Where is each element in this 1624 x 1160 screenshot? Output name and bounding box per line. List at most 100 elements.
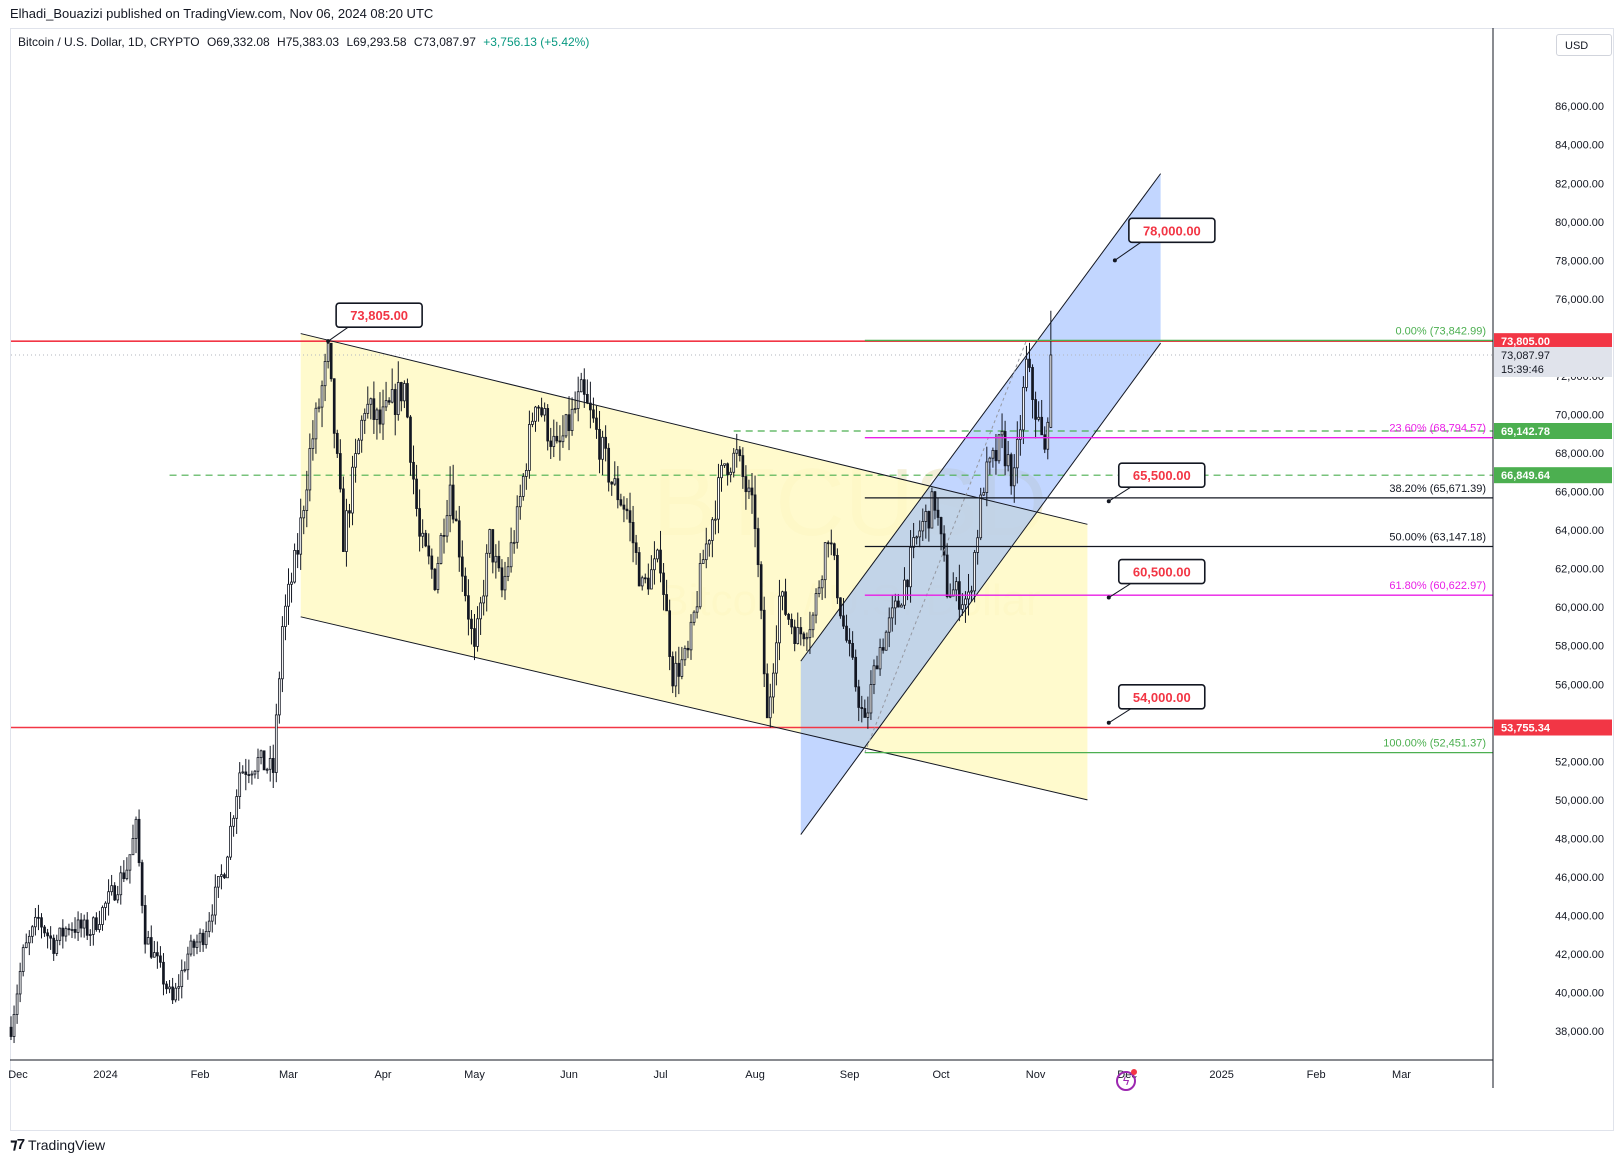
candle-body — [668, 610, 672, 657]
candle-body — [973, 552, 976, 592]
candle — [598, 410, 601, 474]
x-tick-label: Mar — [1392, 1069, 1411, 1081]
fib-level-label: 38.20% (65,671.39) — [1389, 483, 1486, 495]
candle-body — [860, 707, 864, 709]
candle — [1000, 413, 1004, 449]
annotation-box — [1117, 683, 1206, 710]
candle-body — [939, 517, 943, 535]
candle-body — [24, 942, 28, 948]
candle — [406, 378, 409, 419]
legend-symbol[interactable]: Bitcoin / U.S. Dollar, 1D, CRYPTO — [18, 35, 200, 49]
candle-body — [997, 434, 1001, 462]
candle-body — [607, 447, 611, 483]
candle-body — [900, 604, 903, 608]
candle-body — [561, 435, 565, 443]
candle-body — [284, 605, 287, 627]
candle — [348, 503, 351, 528]
candle — [116, 885, 120, 904]
candle-body — [27, 935, 31, 944]
candle — [88, 929, 92, 947]
candle — [259, 749, 263, 765]
candle-body — [762, 609, 766, 675]
candle-body — [58, 927, 62, 941]
candle-body — [945, 554, 949, 598]
candle — [143, 895, 147, 954]
candle-body — [845, 625, 848, 641]
candle — [628, 492, 632, 542]
candle — [643, 573, 647, 584]
candle-body — [796, 627, 800, 644]
candle — [442, 518, 446, 554]
candle — [698, 553, 702, 610]
y-tick-label: 44,000.00 — [1555, 910, 1604, 922]
candle-body — [698, 563, 702, 608]
tradingview-logo-icon[interactable]: ⁊7 — [10, 1136, 25, 1153]
candle-body — [430, 555, 434, 570]
descending-channel-upper — [300, 333, 1088, 525]
candle — [49, 926, 52, 950]
candle-body — [759, 564, 763, 611]
candle — [1003, 420, 1007, 476]
candle — [381, 389, 385, 440]
candle — [302, 505, 306, 535]
candle — [997, 434, 1001, 464]
candle — [482, 579, 485, 616]
candle-body — [582, 379, 586, 395]
candle-body — [915, 536, 919, 539]
candle-body — [637, 552, 641, 587]
candle-body — [543, 408, 546, 416]
candle — [485, 544, 489, 612]
candle — [207, 912, 211, 938]
annotation-pointer — [327, 326, 349, 342]
candle — [73, 917, 77, 939]
candle-body — [936, 509, 940, 518]
candle-body — [1037, 416, 1040, 420]
candle — [543, 402, 546, 422]
candle — [683, 645, 687, 666]
candle — [674, 651, 678, 698]
candle-body — [912, 537, 915, 548]
candle — [772, 663, 775, 714]
candle — [128, 854, 132, 884]
candle — [662, 563, 665, 611]
candle-body — [500, 567, 504, 591]
lightning-icon[interactable]: ϟ — [1116, 1071, 1136, 1091]
y-tick-label: 76,000.00 — [1555, 294, 1604, 306]
candle — [439, 532, 443, 565]
candle — [34, 908, 37, 936]
candle-body — [964, 598, 967, 606]
currency-selector[interactable]: USD — [1556, 34, 1612, 56]
candle — [531, 412, 534, 428]
candle-body — [406, 383, 409, 418]
candle-body — [79, 919, 83, 929]
candle — [552, 419, 556, 458]
y-tick-label: 56,000.00 — [1555, 679, 1604, 691]
candle — [988, 456, 992, 475]
candle-body — [750, 487, 754, 496]
candle-body — [521, 476, 525, 497]
candle-body — [622, 504, 626, 510]
candle-body — [540, 407, 543, 416]
footer-brand[interactable]: TradingView — [28, 1137, 106, 1153]
candle-body — [226, 856, 229, 879]
candle-body — [994, 449, 998, 462]
candle — [750, 473, 754, 514]
candle — [464, 567, 467, 602]
candle-body — [692, 611, 696, 623]
candle — [494, 544, 498, 579]
candle-body — [546, 408, 550, 442]
candle-body — [1012, 467, 1016, 487]
candle-body — [323, 361, 327, 387]
author-name[interactable]: Elhadi_Bouazizi — [10, 6, 103, 21]
candle — [604, 425, 607, 462]
y-tick-label: 68,000.00 — [1555, 448, 1604, 460]
candle-body — [156, 952, 159, 957]
fib-level-label: 23.60% (68,794.57) — [1389, 423, 1486, 435]
candle-body — [1000, 431, 1004, 436]
candle — [183, 961, 187, 973]
candle-body — [659, 549, 662, 574]
candle — [287, 568, 290, 625]
annotation-label: 65,500.00 — [1133, 468, 1191, 483]
candle — [460, 540, 464, 592]
